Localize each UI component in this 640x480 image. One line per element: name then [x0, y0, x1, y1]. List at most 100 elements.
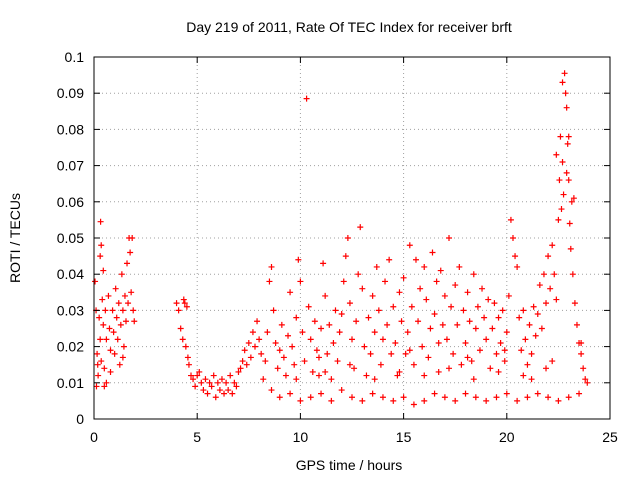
- data-point: [410, 361, 417, 368]
- x-axis-label: GPS time / hours: [296, 457, 403, 473]
- data-point: [342, 253, 349, 260]
- data-point: [507, 216, 514, 223]
- data-point: [231, 379, 238, 386]
- data-point: [313, 347, 320, 354]
- data-point: [125, 300, 132, 307]
- data-point: [330, 339, 337, 346]
- data-point: [561, 70, 568, 77]
- data-point: [462, 339, 469, 346]
- data-point: [218, 376, 225, 383]
- data-point: [446, 365, 453, 372]
- data-point: [338, 311, 345, 318]
- data-point: [349, 394, 355, 401]
- data-point: [379, 394, 386, 401]
- data-point: [386, 256, 393, 263]
- data-point: [361, 343, 368, 350]
- gridlines: [94, 57, 610, 419]
- data-point: [116, 361, 123, 368]
- data-point: [320, 260, 327, 267]
- data-point: [524, 361, 531, 368]
- data-point: [456, 263, 463, 270]
- data-point: [503, 329, 510, 336]
- data-point: [318, 325, 325, 332]
- data-point: [562, 90, 569, 97]
- data-point: [280, 354, 287, 361]
- data-point: [417, 285, 424, 292]
- data-point: [287, 289, 294, 296]
- data-point: [289, 343, 296, 350]
- data-points: [92, 70, 591, 408]
- data-point: [245, 339, 252, 346]
- data-point: [106, 325, 113, 332]
- data-point: [468, 358, 475, 365]
- data-point: [462, 390, 469, 397]
- data-point: [212, 394, 219, 401]
- data-point: [464, 289, 471, 296]
- data-point: [543, 300, 550, 307]
- data-point: [322, 368, 329, 375]
- data-point: [247, 354, 254, 361]
- data-point: [371, 329, 378, 336]
- data-point: [353, 318, 360, 325]
- data-point: [481, 314, 488, 321]
- data-point: [119, 354, 126, 361]
- data-point: [503, 390, 510, 397]
- data-point: [379, 336, 386, 343]
- data-point: [551, 271, 558, 278]
- data-point: [318, 390, 325, 397]
- data-point: [239, 358, 246, 365]
- y-tick-label: 0.08: [57, 121, 84, 137]
- data-point: [113, 314, 120, 321]
- data-point: [472, 394, 479, 401]
- data-point: [570, 195, 577, 202]
- data-point: [446, 235, 453, 241]
- data-point: [573, 321, 580, 328]
- chart-title: Day 219 of 2011, Rate Of TEC Index for r…: [186, 19, 512, 35]
- data-point: [177, 325, 184, 332]
- data-point: [355, 271, 362, 278]
- data-point: [262, 358, 269, 365]
- data-point: [375, 307, 382, 314]
- data-point: [272, 339, 279, 346]
- data-point: [107, 347, 114, 354]
- data-point: [202, 376, 209, 383]
- y-axis-label: ROTI / TECUs: [7, 193, 23, 283]
- data-point: [182, 343, 189, 350]
- data-point: [110, 329, 117, 336]
- y-tick-label: 0: [76, 411, 84, 427]
- data-point: [278, 321, 285, 328]
- data-point: [229, 390, 236, 397]
- data-point: [384, 321, 391, 328]
- data-point: [270, 307, 277, 314]
- data-point: [559, 158, 566, 165]
- data-point: [464, 354, 471, 361]
- x-tick-label: 25: [602, 429, 618, 445]
- data-point: [179, 336, 186, 343]
- data-point: [122, 318, 129, 325]
- data-point: [549, 358, 556, 365]
- data-point: [528, 376, 535, 383]
- data-point: [94, 361, 101, 368]
- data-point: [520, 372, 527, 379]
- data-point: [332, 307, 339, 314]
- data-point: [534, 390, 541, 397]
- data-point: [493, 350, 500, 357]
- data-point: [311, 318, 318, 325]
- data-point: [198, 379, 205, 386]
- data-point: [120, 343, 127, 350]
- data-point: [415, 318, 422, 325]
- data-point: [532, 332, 539, 339]
- data-point: [373, 263, 380, 270]
- data-point: [107, 368, 114, 375]
- y-tick-label: 0.04: [57, 266, 84, 282]
- data-point: [184, 354, 191, 361]
- data-point: [497, 339, 504, 346]
- data-point: [584, 379, 591, 386]
- y-tick-label: 0.06: [57, 194, 84, 210]
- data-point: [227, 372, 234, 379]
- data-point: [514, 397, 521, 404]
- data-point: [349, 336, 355, 343]
- data-point: [295, 256, 302, 263]
- data-point: [439, 321, 446, 328]
- data-point: [103, 336, 110, 343]
